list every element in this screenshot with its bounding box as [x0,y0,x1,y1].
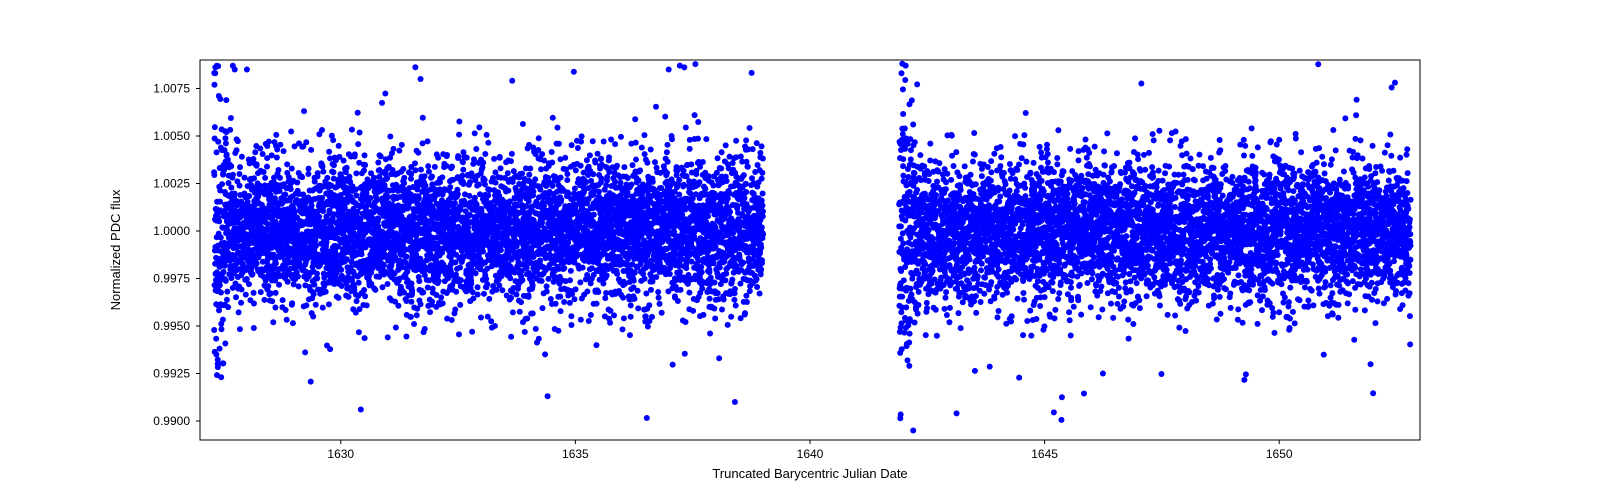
y-axis-label: Normalized PDC flux [108,189,123,310]
y-tick-label: 0.9925 [153,367,190,381]
y-tick-label: 1.0000 [153,224,190,238]
lightcurve-chart: 1630 1635 1640 1645 1650 0.9900 0.9925 0.9950 0.… [0,0,1600,500]
y-tick-label: 0.9975 [153,272,190,286]
x-axis-label: Truncated Barycentric Julian Date [712,466,907,481]
x-tick-label: 1630 [327,447,354,461]
x-tick-label: 1645 [1031,447,1058,461]
x-tick-label: 1650 [1266,447,1293,461]
x-tick-label: 1640 [797,447,824,461]
y-tick-label: 1.0050 [153,129,190,143]
y-tick-label: 1.0075 [153,82,190,96]
y-tick-label: 0.9900 [153,414,190,428]
y-tick-label: 1.0025 [153,177,190,191]
chart-svg: 1630 1635 1640 1645 1650 0.9900 0.9925 0.9950 0.… [0,0,1600,500]
x-tick-label: 1635 [562,447,589,461]
y-tick-label: 0.9950 [153,319,190,333]
